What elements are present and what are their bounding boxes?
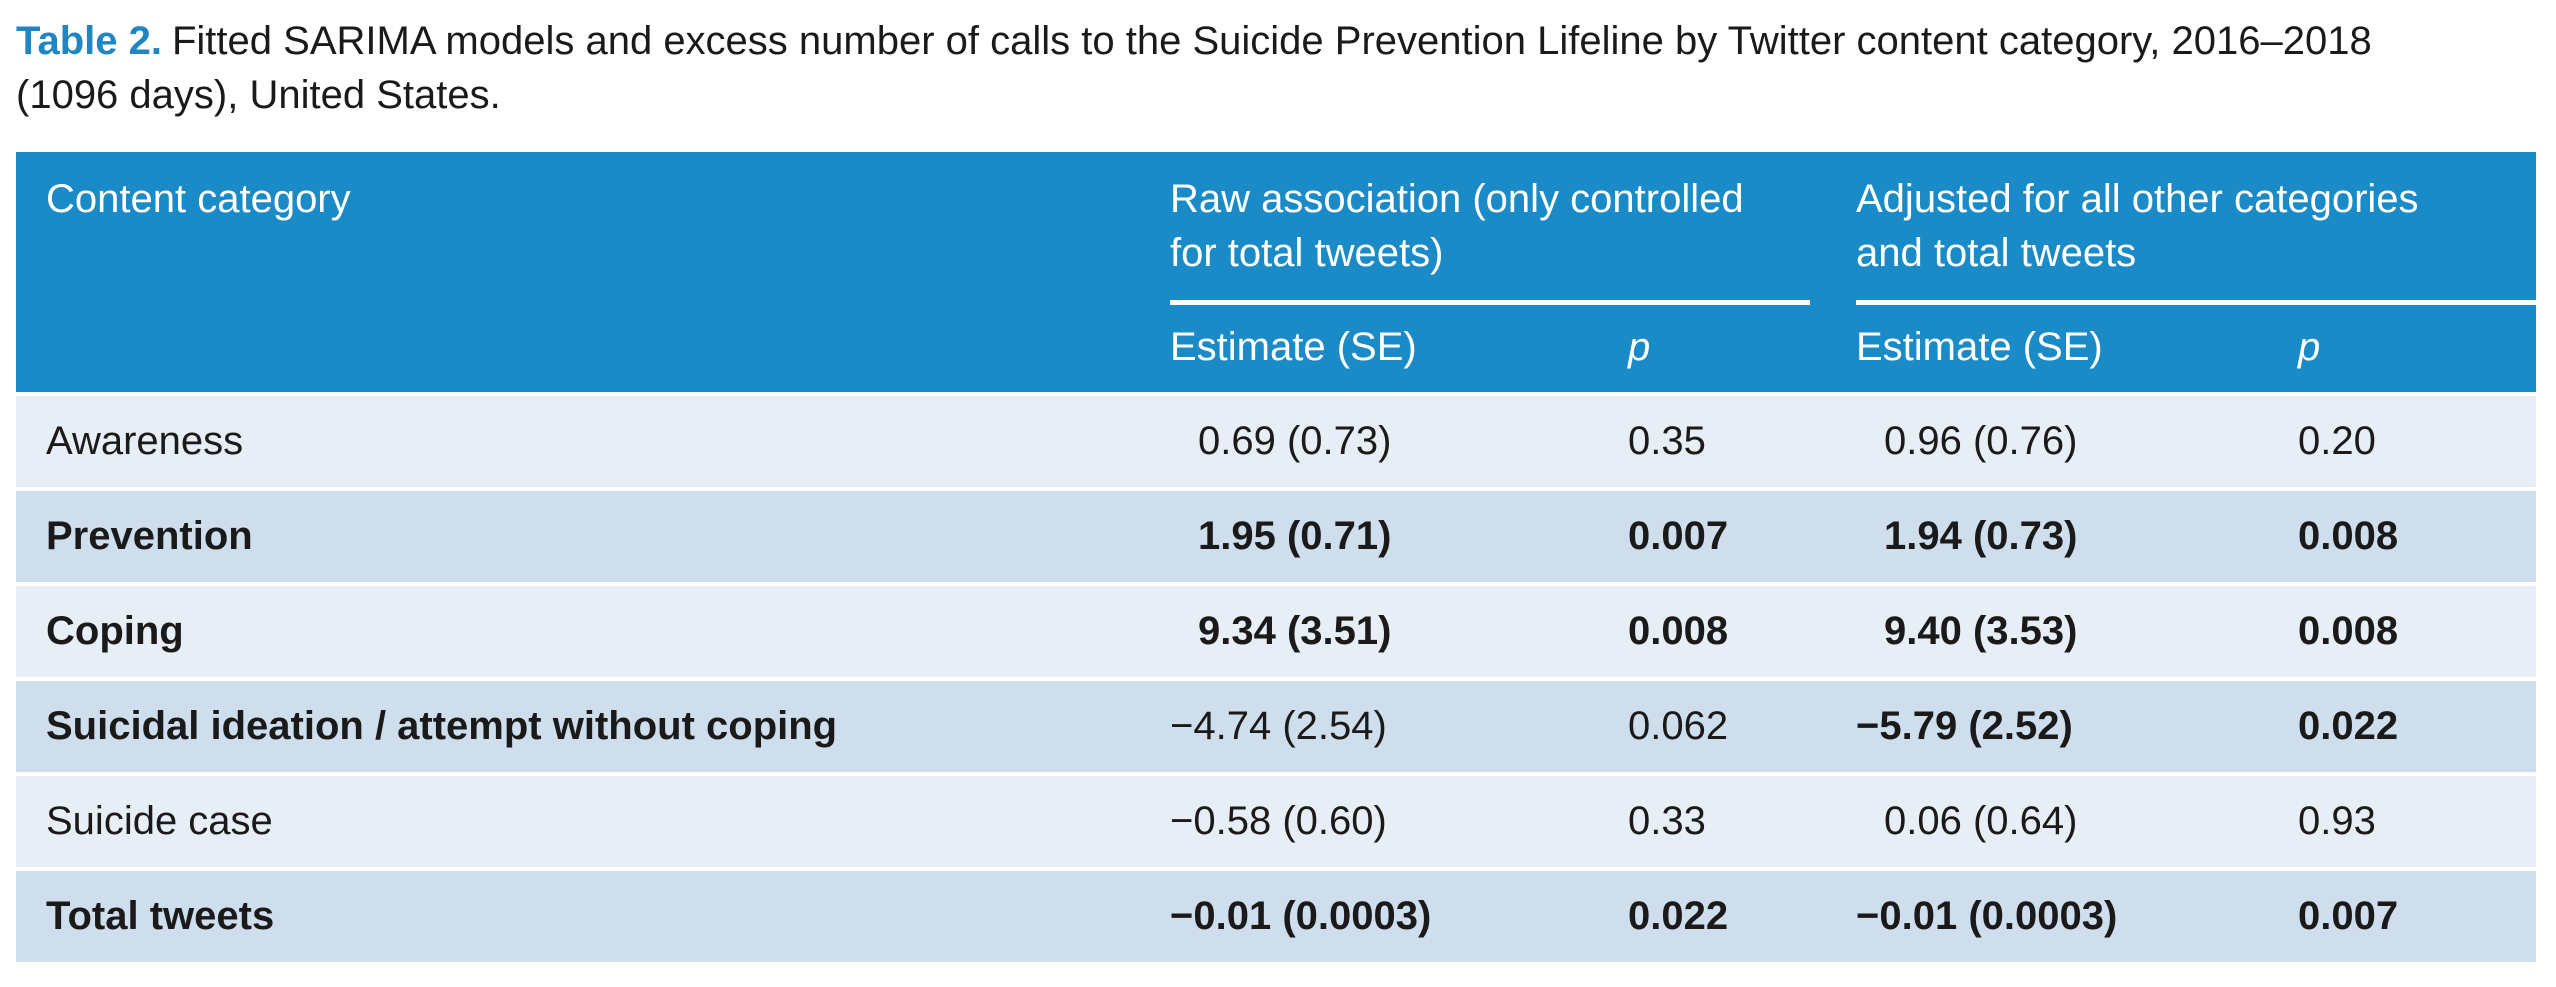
results-table: Content category Raw association (only c…: [16, 152, 2536, 962]
cell-raw-p: 0.008: [1628, 609, 1729, 653]
cell-adj-p: 0.20: [2298, 419, 2376, 463]
table-header: Content category Raw association (only c…: [16, 152, 2536, 392]
header-raw-estimate: Estimate (SE): [1170, 325, 1417, 369]
cell-raw-p: 0.35: [1628, 419, 1706, 463]
cell-adj-p: 0.93: [2298, 799, 2376, 843]
header-adj-group-line1: Adjusted for all other categories: [1856, 177, 2419, 221]
cell-adj-p: 0.008: [2298, 514, 2399, 558]
cell-adj-estimate: −5.79 (2.52): [1856, 704, 2073, 748]
header-adj-group-line2: and total tweets: [1856, 231, 2137, 275]
cell-raw-estimate: −4.74 (2.54): [1170, 704, 1387, 748]
table-row: Suicidal ideation / attempt without copi…: [16, 677, 2536, 772]
header-content-category: Content category: [46, 177, 351, 221]
cell-category: Prevention: [46, 514, 253, 558]
caption-text: Fitted SARIMA models and excess number o…: [16, 19, 2372, 117]
header-adj-group: Adjusted for all other categories and to…: [1856, 172, 2419, 280]
header-raw-p: p: [1628, 325, 1651, 369]
table-row: Total tweets −0.01 (0.0003) 0.022 −0.01 …: [16, 867, 2536, 962]
table-row: Suicide case −0.58 (0.60) 0.33 0.06 (0.6…: [16, 772, 2536, 867]
cell-adj-p: 0.022: [2298, 704, 2399, 748]
table-body: Awareness 0.69 (0.73) 0.35 0.96 (0.76) 0…: [16, 392, 2536, 962]
cell-raw-p: 0.062: [1628, 704, 1729, 748]
table-caption: Table 2. Fitted SARIMA models and excess …: [16, 14, 2456, 122]
table-row: Coping 9.34 (3.51) 0.008 9.40 (3.53) 0.0…: [16, 582, 2536, 677]
cell-raw-estimate: −0.01 (0.0003): [1170, 894, 1432, 938]
table-row: Awareness 0.69 (0.73) 0.35 0.96 (0.76) 0…: [16, 392, 2536, 487]
cell-raw-p: 0.33: [1628, 799, 1706, 843]
cell-adj-p: 0.007: [2298, 894, 2399, 938]
header-adj-group-rule: [1856, 300, 2536, 305]
cell-raw-p: 0.007: [1628, 514, 1729, 558]
header-raw-group-rule: [1170, 300, 1810, 305]
cell-raw-estimate: 1.95 (0.71): [1198, 514, 1392, 558]
cell-raw-estimate: 0.69 (0.73): [1198, 419, 1392, 463]
cell-category: Total tweets: [46, 894, 275, 938]
cell-adj-p: 0.008: [2298, 609, 2399, 653]
header-raw-group-line2: for total tweets): [1170, 231, 1444, 275]
cell-adj-estimate: 0.96 (0.76): [1884, 419, 2078, 463]
header-raw-group-line1: Raw association (only controlled: [1170, 177, 1744, 221]
table-row: Prevention 1.95 (0.71) 0.007 1.94 (0.73)…: [16, 487, 2536, 582]
cell-adj-estimate: 1.94 (0.73): [1884, 514, 2078, 558]
cell-raw-p: 0.022: [1628, 894, 1729, 938]
table-label: Table 2.: [16, 19, 162, 63]
cell-raw-estimate: −0.58 (0.60): [1170, 799, 1387, 843]
cell-adj-estimate: 9.40 (3.53): [1884, 609, 2078, 653]
cell-category: Awareness: [46, 419, 244, 463]
cell-adj-estimate: −0.01 (0.0003): [1856, 894, 2118, 938]
header-raw-group: Raw association (only controlled for tot…: [1170, 172, 1744, 280]
cell-raw-estimate: 9.34 (3.51): [1198, 609, 1392, 653]
cell-adj-estimate: 0.06 (0.64): [1884, 799, 2078, 843]
header-adj-p: p: [2298, 325, 2321, 369]
header-adj-estimate: Estimate (SE): [1856, 325, 2103, 369]
cell-category: Suicidal ideation / attempt without copi…: [46, 704, 838, 748]
cell-category: Coping: [46, 609, 184, 653]
cell-category: Suicide case: [46, 799, 273, 843]
